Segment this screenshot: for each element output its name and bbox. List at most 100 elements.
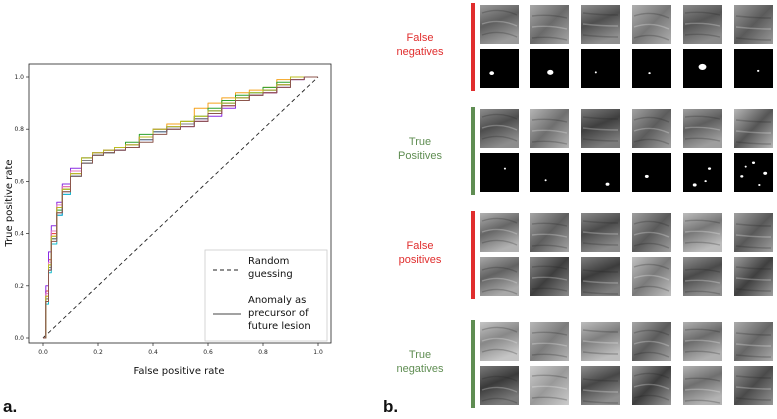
lesion-mask-tile [480, 153, 519, 192]
tile-texture-streak [481, 9, 518, 16]
plot-frame [28, 63, 332, 344]
lesion-mask-blob [740, 175, 744, 178]
tile-texture-streak [531, 129, 568, 134]
lesion-mask-tile [632, 153, 671, 192]
tile-texture-streak [481, 135, 518, 142]
lesion-mask-blob [757, 69, 760, 72]
x-tick-label: 1.0 [313, 349, 323, 356]
group-color-bar [471, 320, 475, 408]
sample-image-tile [581, 213, 620, 252]
tile-texture-streak [684, 241, 721, 246]
sample-image-tile [530, 5, 569, 44]
tile-texture-streak [531, 374, 568, 379]
y-tick-label: 0.2 [14, 283, 24, 290]
tile-texture-streak [481, 375, 518, 382]
tile-texture-streak [633, 383, 670, 390]
lesion-mask-blob [594, 71, 597, 74]
x-tick-label: 0.6 [203, 349, 213, 356]
x-tick-label: 0.2 [93, 349, 103, 356]
tile-texture-streak [481, 348, 518, 355]
tile-texture-streak [481, 113, 518, 120]
tile-texture-streak [633, 372, 670, 379]
tile-texture-streak [531, 14, 568, 19]
panel-b-label: b. [383, 397, 398, 416]
tile-texture-streak [735, 343, 772, 347]
tile-texture-streak [531, 331, 568, 336]
tile-texture-streak [481, 277, 518, 284]
tile-texture-streak [633, 116, 670, 123]
tile-texture-streak [531, 222, 568, 227]
tile-texture-streak [684, 230, 721, 235]
tile-texture-streak [735, 223, 772, 227]
lesion-mask-blob [707, 167, 712, 170]
tile-texture-streak [633, 340, 670, 347]
lesion-mask-tile [480, 49, 519, 88]
sample-image-grid: b. False negatives True Positives False posit… [383, 3, 773, 416]
sample-image-tile [480, 366, 519, 405]
tile-texture-streak [531, 287, 568, 292]
sample-image-tile [581, 366, 620, 405]
sample-image-tile [683, 213, 722, 252]
legend-label-anomaly-line-3: future lesion [248, 321, 311, 332]
tile-texture-streak [735, 386, 772, 390]
tile-texture-streak [531, 140, 568, 145]
x-tick-label: 0.0 [38, 349, 48, 356]
sample-image-tile [734, 257, 773, 296]
tile-texture-streak [582, 329, 619, 333]
tile-texture-streak [735, 130, 772, 134]
y-axis-label: True positive rate [4, 159, 15, 247]
roc-curve-10 [43, 76, 318, 339]
lesion-mask-blob [751, 161, 756, 164]
tile-texture-streak [531, 353, 568, 358]
group-color-bar [471, 3, 475, 91]
tile-texture-streak [633, 263, 670, 270]
tile-texture-streak [582, 389, 619, 393]
tile-texture-streak [582, 291, 619, 295]
group-color-bar [471, 211, 475, 299]
x-tick-label: 0.8 [258, 349, 268, 356]
lesion-mask-blob [744, 165, 747, 168]
tile-texture-streak [582, 34, 619, 38]
tile-texture-streak [531, 276, 568, 281]
sample-image-tile [632, 109, 671, 148]
lesion-mask-tile [530, 153, 569, 192]
sample-image-tile [632, 5, 671, 44]
group-color-bar [471, 107, 475, 195]
tile-texture-streak [582, 242, 619, 246]
lesion-mask-blob [704, 180, 707, 183]
lesion-mask-blob [605, 182, 610, 186]
sample-image-tile [683, 322, 722, 361]
tile-texture-streak [735, 234, 772, 238]
lesion-mask-blob [489, 71, 495, 76]
lesion-mask-blob [763, 171, 768, 175]
tile-texture-streak [582, 351, 619, 355]
y-tick-label: 0.8 [14, 126, 24, 133]
tile-texture-streak [481, 266, 518, 273]
lesion-mask-blob [644, 174, 649, 178]
tile-texture-streak [735, 332, 772, 336]
y-axis-ticks: 0.0 0.2 0.4 0.6 0.8 1.0 [14, 74, 29, 342]
tile-texture-streak [684, 399, 721, 404]
tile-texture-streak [531, 342, 568, 347]
sample-image-tile [632, 257, 671, 296]
tile-texture-streak [531, 265, 568, 270]
tile-texture-streak [684, 126, 721, 131]
panel-a-label: a. [3, 397, 17, 416]
legend-label-random-line-1: Random [248, 256, 289, 267]
sample-image-tile [581, 5, 620, 44]
tile-texture-streak [531, 118, 568, 123]
tile-texture-streak [735, 119, 772, 123]
sample-image-tile [683, 5, 722, 44]
lesion-mask-tile [632, 49, 671, 88]
lesion-mask-tile [734, 153, 773, 192]
tile-texture-streak [481, 31, 518, 38]
sample-image-tile [581, 322, 620, 361]
y-tick-label: 0.4 [14, 231, 24, 238]
tile-texture-streak [481, 20, 518, 27]
tile-texture-streak [481, 228, 518, 235]
sample-image-tile [530, 109, 569, 148]
y-tick-label: 0.6 [14, 178, 24, 185]
tile-texture-streak [735, 375, 772, 379]
tile-texture-streak [735, 26, 772, 30]
